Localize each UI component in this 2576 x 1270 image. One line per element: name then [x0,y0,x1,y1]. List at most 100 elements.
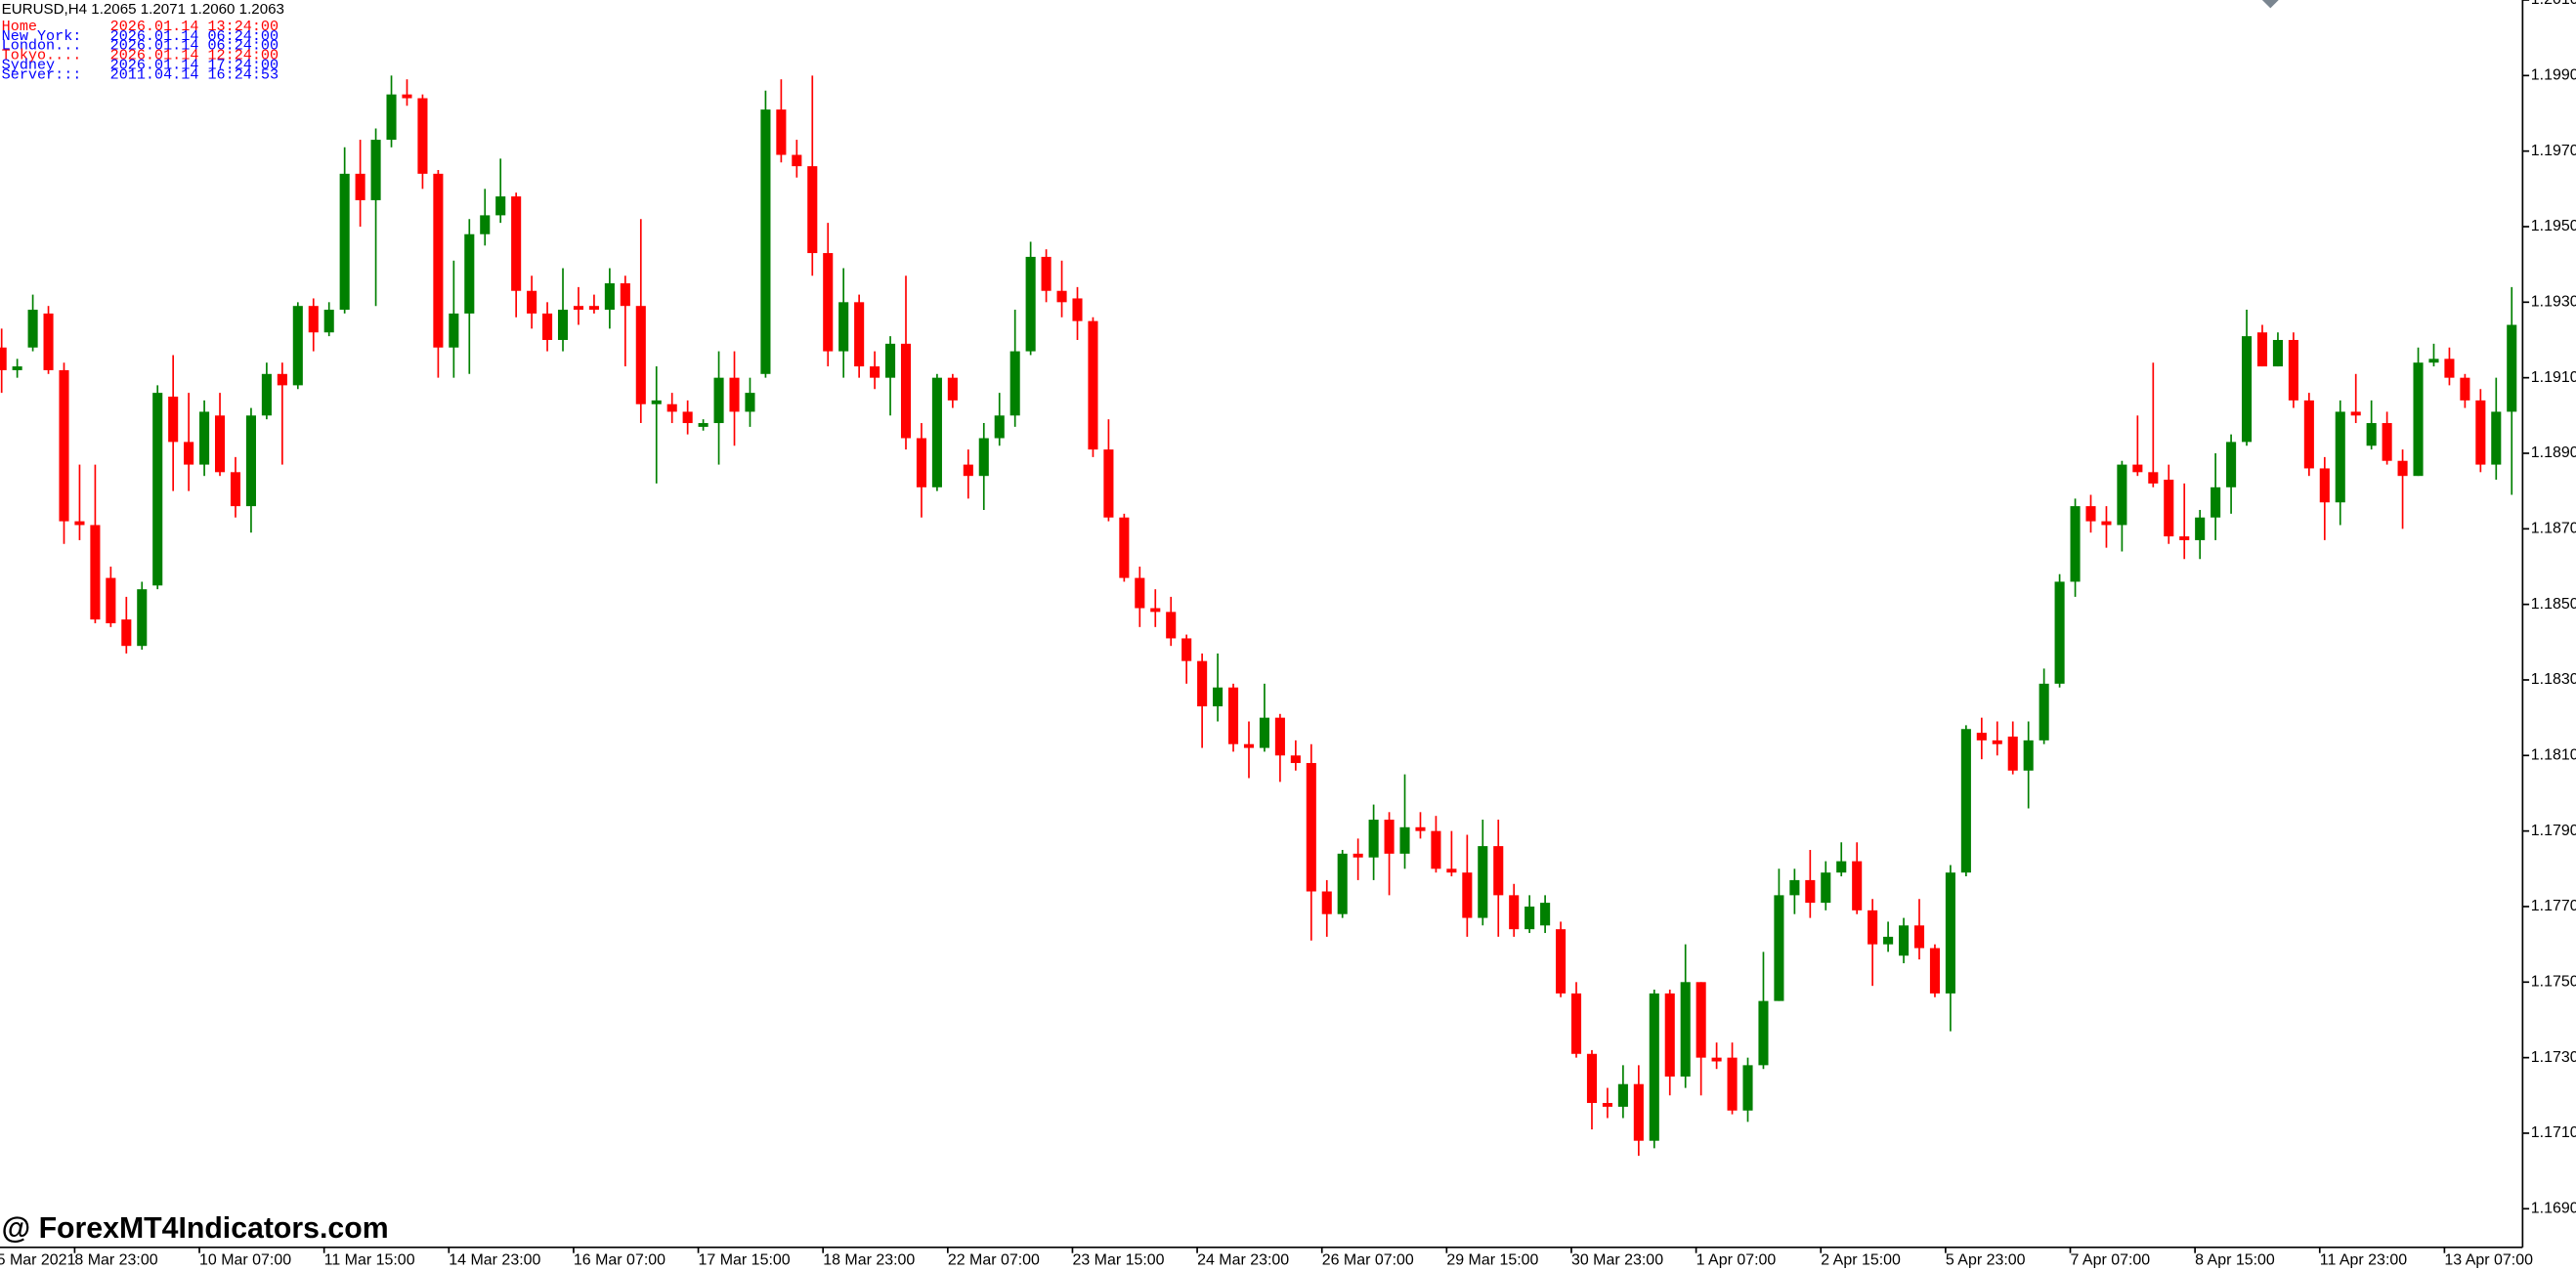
candle-body [308,306,319,333]
clock-value: 2011.04.14 16:24:53 [110,65,279,83]
candle-body [745,393,755,412]
y-tick-label: 1.1890 [2531,444,2576,461]
candle-body [1213,687,1224,707]
candle-body [2039,683,2049,741]
candle-body [2148,472,2159,484]
candle-body [1150,608,1161,613]
candle-body [2101,521,2112,526]
candle-body [480,215,491,234]
candle-body [978,438,989,477]
candle-body [511,196,522,291]
scroll-marker [2261,0,2279,9]
candle-body [1758,1000,1769,1066]
x-tick-label: 10 Mar 07:00 [199,1251,291,1268]
candle-body [2007,736,2018,771]
y-tick-label: 1.1790 [2531,823,2576,839]
candle-body [2054,581,2065,684]
x-tick-label: 17 Mar 15:00 [699,1251,791,1268]
candle-body [1913,925,1925,949]
candle-body [2475,400,2486,465]
candle-body [292,306,303,386]
candle-body [729,377,740,412]
candle-body [1243,743,1255,748]
candle-body [1742,1065,1753,1111]
candle-body [1368,820,1379,858]
candle-body [1586,1053,1598,1104]
candle-body [1774,895,1784,1001]
candle-body [370,140,381,200]
candle-body [261,373,272,416]
watermark: @ ForexMT4Indicators.com [2,1212,389,1245]
x-tick-label: 8 Apr 15:00 [2195,1251,2275,1268]
candle-body [121,619,132,647]
candle-body [1119,517,1130,578]
x-tick-label: 2 Apr 15:00 [1821,1251,1901,1268]
candle-body [2397,460,2408,477]
clock-value: 2026.01.14 13:24:00 [110,18,279,35]
candle-body [2413,362,2424,477]
candle-body [792,154,802,167]
clock-label: Sydney [2,57,55,74]
candle-body [1945,872,1955,994]
candle-body [573,306,584,311]
y-tick-label: 1.1710 [2531,1124,2576,1141]
candle-body [698,423,708,427]
candle-body [1009,351,1020,416]
candle-body [1135,577,1145,609]
clock-value: 2026.01.14 12:24:00 [110,47,279,64]
candle-body [713,377,724,424]
candle-body [838,302,849,352]
candle-body [651,400,662,404]
x-tick-label: 5 Apr 23:00 [1946,1251,2026,1268]
candle-body [2179,536,2190,540]
candle-body [339,173,350,311]
candle-body [245,415,256,507]
candle-body [2350,411,2361,416]
candle-body [1197,660,1208,707]
candle-body [386,94,397,141]
candle-body [1509,895,1520,930]
candle-body [168,396,179,443]
candle-body [2288,339,2298,401]
x-tick-label: 29 Mar 15:00 [1446,1251,1538,1268]
y-tick-label: 1.1910 [2531,369,2576,386]
candle-body [885,343,896,378]
y-tick-label: 1.1750 [2531,974,2576,991]
candle-body [230,472,241,507]
x-tick-label: 11 Mar 15:00 [324,1251,415,1268]
candle-body [2335,411,2345,503]
candle-body [1103,449,1114,518]
candle-body [1976,733,1987,741]
y-tick-label: 1.1930 [2531,294,2576,311]
candle-body [495,196,506,216]
candle-body [900,343,912,439]
candle-body [1056,290,1067,303]
candle-body [2070,506,2081,582]
candle-body [1649,993,1659,1141]
symbol-header: EURUSD,H4 1.2065 1.2071 1.2060 1.2063 [2,1,284,18]
candle-body [2195,517,2206,540]
x-tick-label: 30 Mar 23:00 [1571,1251,1663,1268]
candle-body [1088,320,1098,450]
candle-body [1384,820,1395,854]
candle-body [2382,423,2392,461]
candle-body [137,589,148,647]
y-tick-label: 1.2010 [2531,0,2576,8]
candle-body [2428,359,2439,363]
candle-body [1821,872,1831,904]
candle-body [1274,717,1285,756]
candle-body [1306,763,1316,892]
x-tick-label: 8 Mar 23:00 [74,1251,157,1268]
candle-body [1041,256,1052,291]
candle-body [1960,729,1971,873]
y-tick-label: 1.1970 [2531,143,2576,159]
candle-body [1166,612,1177,639]
x-tick-label: 11 Apr 23:00 [2320,1251,2407,1268]
candle-body [994,415,1005,439]
candle-body [1899,925,1910,956]
candle-body [542,313,553,340]
candle-body [1602,1103,1612,1107]
candle-body [2132,464,2143,473]
clock-value: 2026.01.14 06:24:00 [110,27,279,45]
